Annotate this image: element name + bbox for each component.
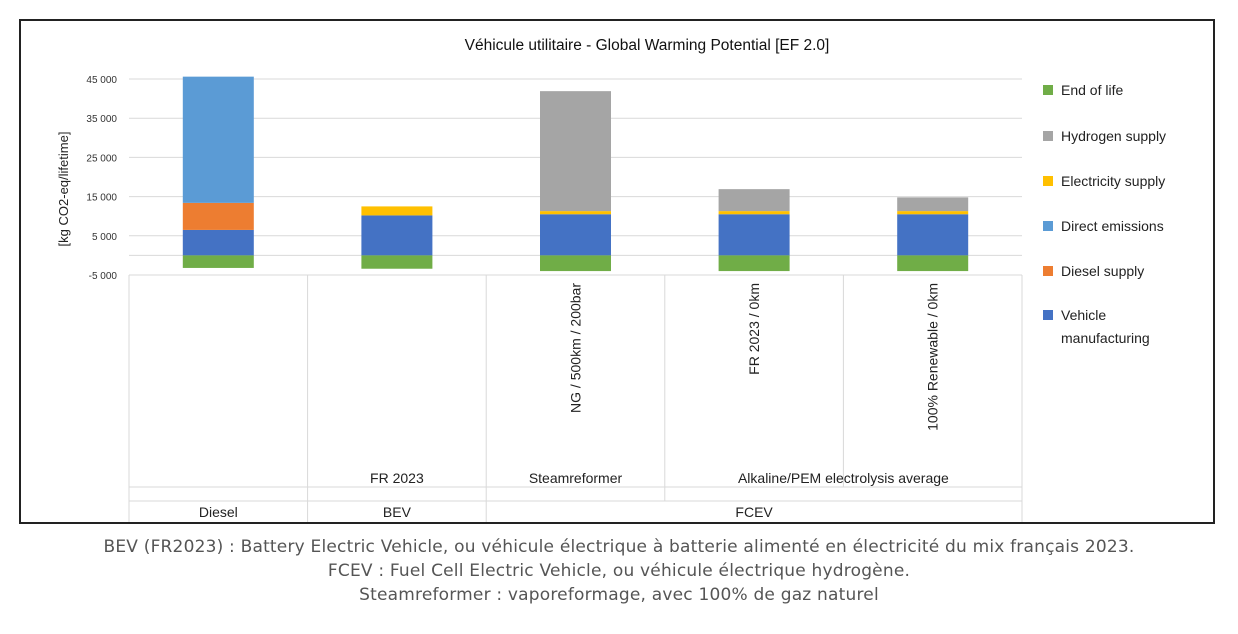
legend-label: Hydrogen supply (1061, 128, 1166, 144)
chart-svg: -5 000 5 000 15 000 25 000 35 000 45 000 NG /… (56, 37, 1166, 522)
bar-end-of-life (361, 255, 433, 269)
bar-vehicle-manufacturing (182, 229, 254, 256)
legend-label: manufacturing (1061, 330, 1150, 346)
bar-vehicle-manufacturing (897, 214, 969, 256)
y-tick-label: 45 000 (86, 75, 117, 86)
bar-hydrogen-supply (718, 189, 790, 212)
y-tick-label: 35 000 (86, 114, 117, 125)
legend-swatch (1043, 131, 1053, 141)
y-tick-label: 15 000 (86, 193, 117, 204)
chart-title: Véhicule utilitaire - Global Warming Pot… (465, 37, 830, 54)
legend-label: Electricity supply (1061, 173, 1165, 189)
bar-electricity-supply (361, 206, 433, 216)
bar-hydrogen-supply (540, 91, 611, 212)
y-tick-label: 5 000 (92, 232, 117, 243)
bar-diesel-supply (182, 202, 254, 230)
group-label: BEV (383, 504, 412, 520)
caption-steamreformer: Steamreformer : vaporeformage, avec 100%… (359, 585, 879, 605)
y-tick-label: -5 000 (89, 271, 118, 282)
y-tick-label: 25 000 (86, 153, 117, 164)
category-label: 100% Renewable / 0km (925, 283, 941, 431)
legend-label: Diesel supply (1061, 263, 1144, 279)
caption-bev: BEV (FR2023) : Battery Electric Vehicle,… (103, 537, 1135, 557)
bar-vehicle-manufacturing (361, 215, 433, 256)
bar-vehicle-manufacturing (718, 214, 790, 256)
bar-electricity-supply (540, 211, 611, 215)
group-label: FCEV (735, 504, 773, 520)
bar-electricity-supply (897, 211, 969, 215)
legend-label: End of life (1061, 82, 1123, 98)
subgroup-label: FR 2023 (370, 470, 424, 486)
category-label: NG / 500km / 200bar (568, 283, 584, 413)
bar-vehicle-manufacturing (540, 214, 611, 256)
caption-fcev: FCEV : Fuel Cell Electric Vehicle, ou vé… (327, 561, 911, 581)
bar-electricity-supply (718, 211, 790, 215)
legend-swatch (1043, 266, 1053, 276)
legend-swatch (1043, 221, 1053, 231)
subgroup-label: Alkaline/PEM electrolysis average (738, 470, 949, 486)
bar-end-of-life (540, 255, 611, 272)
category-label: FR 2023 / 0km (746, 283, 762, 375)
bar-hydrogen-supply (897, 197, 969, 212)
legend-label: Vehicle (1061, 307, 1106, 323)
y-axis-label: [kg CO2-eq/lifetime] (56, 132, 71, 247)
bar-end-of-life (718, 255, 790, 272)
legend-swatch (1043, 310, 1053, 320)
legend-label: Direct emissions (1061, 218, 1164, 234)
legend-swatch (1043, 85, 1053, 95)
group-label: Diesel (199, 504, 238, 520)
subgroup-label: Steamreformer (529, 470, 623, 486)
bar-end-of-life (182, 255, 254, 268)
chart-frame: -5 000 5 000 15 000 25 000 35 000 45 000 NG /… (19, 19, 1215, 524)
bar-end-of-life (897, 255, 969, 272)
legend-swatch (1043, 176, 1053, 186)
bar-direct-emissions (182, 76, 254, 203)
